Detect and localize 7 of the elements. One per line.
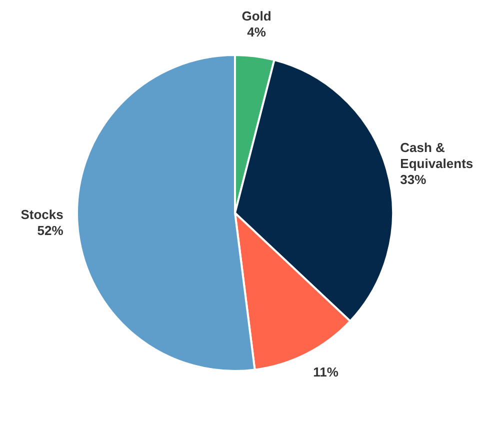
data-label: 11% [313, 364, 339, 380]
slice-label: Gold [242, 8, 272, 24]
data-label: 33% [400, 172, 427, 188]
slice-label: Cash & Equivalents [400, 140, 474, 172]
slice-label: Stocks [20, 206, 64, 222]
data-label: 4% [247, 24, 266, 40]
data-label: 52% [37, 222, 64, 238]
